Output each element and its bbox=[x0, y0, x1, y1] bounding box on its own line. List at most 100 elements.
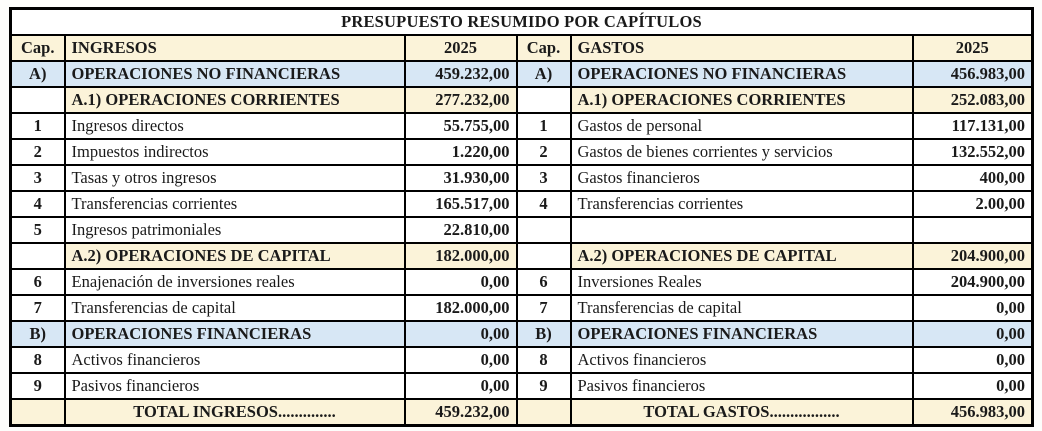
right-value-cell: 132.552,00 bbox=[911, 138, 1034, 166]
left-value-cell: 182.000,00 bbox=[403, 242, 518, 270]
right-cap-cell bbox=[515, 398, 572, 427]
left-value-cell: 165.517,00 bbox=[403, 190, 518, 218]
left-value-cell: 459.232,00 bbox=[403, 398, 518, 427]
table-row-detail: 8 Activos financieros 0,00 8 Activos financi… bbox=[9, 346, 1034, 374]
left-label-cell: Ingresos directos bbox=[63, 112, 406, 140]
left-cap-cell: 9 bbox=[9, 372, 66, 400]
right-value-cell: 0,00 bbox=[911, 372, 1034, 400]
left-value-cell: 182.000,00 bbox=[403, 294, 518, 322]
left-label-cell: OPERACIONES FINANCIERAS bbox=[63, 320, 406, 348]
right-value-cell: 204.900,00 bbox=[911, 268, 1034, 296]
left-value-cell: 277.232,00 bbox=[403, 86, 518, 114]
left-cap-cell bbox=[9, 398, 66, 427]
left-cap-cell bbox=[9, 242, 66, 270]
right-cap-cell: 2 bbox=[515, 138, 572, 166]
left-value-cell: 0,00 bbox=[403, 320, 518, 348]
left-value-cell: 22.810,00 bbox=[403, 216, 518, 244]
table-row-detail: 1 Ingresos directos 55.755,00 1 Gastos de pe… bbox=[9, 112, 1034, 140]
right-value-cell: 117.131,00 bbox=[911, 112, 1034, 140]
left-cap-cell: 6 bbox=[9, 268, 66, 296]
left-value-cell: 0,00 bbox=[403, 268, 518, 296]
left-label-cell: TOTAL INGRESOS.............. bbox=[63, 398, 406, 427]
right-cap-cell: 1 bbox=[515, 112, 572, 140]
left-cap-cell: 2 bbox=[9, 138, 66, 166]
right-label-cell: OPERACIONES FINANCIERAS bbox=[569, 320, 914, 348]
left-label-cell: Transferencias corrientes bbox=[63, 190, 406, 218]
right-label-cell: Activos financieros bbox=[569, 346, 914, 374]
right-label-cell: Transferencias de capital bbox=[569, 294, 914, 322]
right-label-cell: Gastos de personal bbox=[569, 112, 914, 140]
left-cap-cell: 4 bbox=[9, 190, 66, 218]
left-label-cell: Enajenación de inversiones reales bbox=[63, 268, 406, 296]
right-cap-cell: 3 bbox=[515, 164, 572, 192]
header-cap-right: Cap. bbox=[515, 34, 572, 62]
right-cap-cell bbox=[515, 216, 572, 244]
left-label-cell: Pasivos financieros bbox=[63, 372, 406, 400]
right-cap-cell: 6 bbox=[515, 268, 572, 296]
right-label-cell: A.1) OPERACIONES CORRIENTES bbox=[569, 86, 914, 114]
header-year-left: 2025 bbox=[403, 34, 518, 62]
left-cap-cell: A) bbox=[9, 60, 66, 88]
table-row-total: TOTAL INGRESOS.............. 459.232,00 TO… bbox=[9, 398, 1034, 427]
table-row-subgroup: A.1) OPERACIONES CORRIENTES 277.232,00 A.1… bbox=[9, 86, 1034, 114]
right-cap-cell bbox=[515, 242, 572, 270]
right-value-cell: 456.983,00 bbox=[911, 60, 1034, 88]
table-row-detail: 5 Ingresos patrimoniales 22.810,00 bbox=[9, 216, 1034, 244]
left-label-cell: Transferencias de capital bbox=[63, 294, 406, 322]
table-row-detail: 7 Transferencias de capital 182.000,00 7 Tra… bbox=[9, 294, 1034, 322]
left-cap-cell: 3 bbox=[9, 164, 66, 192]
left-label-cell: Activos financieros bbox=[63, 346, 406, 374]
right-value-cell: 0,00 bbox=[911, 294, 1034, 322]
left-value-cell: 55.755,00 bbox=[403, 112, 518, 140]
right-cap-cell: B) bbox=[515, 320, 572, 348]
right-cap-cell: 7 bbox=[515, 294, 572, 322]
header-cap-left: Cap. bbox=[9, 34, 66, 62]
table-row-detail: 4 Transferencias corrientes 165.517,00 4 Tra… bbox=[9, 190, 1034, 218]
left-cap-cell: 8 bbox=[9, 346, 66, 374]
right-value-cell: 456.983,00 bbox=[911, 398, 1034, 427]
table-row-subgroup: A.2) OPERACIONES DE CAPITAL 182.000,00 A.2… bbox=[9, 242, 1034, 270]
table-row-detail: 2 Impuestos indirectos 1.220,00 2 Gastos de … bbox=[9, 138, 1034, 166]
left-cap-cell: 1 bbox=[9, 112, 66, 140]
left-value-cell: 0,00 bbox=[403, 346, 518, 374]
left-value-cell: 0,00 bbox=[403, 372, 518, 400]
right-cap-cell: 8 bbox=[515, 346, 572, 374]
budget-table: PRESUPUESTO RESUMIDO POR CAPÍTULOS Cap. … bbox=[9, 7, 1034, 427]
right-label-cell: TOTAL GASTOS................. bbox=[569, 398, 914, 427]
left-cap-cell: 5 bbox=[9, 216, 66, 244]
left-cap-cell: 7 bbox=[9, 294, 66, 322]
left-label-cell: Impuestos indirectos bbox=[63, 138, 406, 166]
table-row-detail: 6 Enajenación de inversiones reales 0,00 6 I… bbox=[9, 268, 1034, 296]
left-value-cell: 459.232,00 bbox=[403, 60, 518, 88]
header-year-right: 2025 bbox=[911, 34, 1034, 62]
left-label-cell: OPERACIONES NO FINANCIERAS bbox=[63, 60, 406, 88]
right-label-cell: A.2) OPERACIONES DE CAPITAL bbox=[569, 242, 914, 270]
left-label-cell: A.1) OPERACIONES CORRIENTES bbox=[63, 86, 406, 114]
budget-table-body: PRESUPUESTO RESUMIDO POR CAPÍTULOS Cap. … bbox=[9, 7, 1034, 427]
table-row-detail: 3 Tasas y otros ingresos 31.930,00 3 Gastos … bbox=[9, 164, 1034, 192]
left-label-cell: Tasas y otros ingresos bbox=[63, 164, 406, 192]
right-cap-cell: 9 bbox=[515, 372, 572, 400]
right-label-cell: Pasivos financieros bbox=[569, 372, 914, 400]
left-cap-cell: B) bbox=[9, 320, 66, 348]
title-row: PRESUPUESTO RESUMIDO POR CAPÍTULOS bbox=[9, 7, 1034, 36]
right-value-cell bbox=[911, 216, 1034, 244]
right-value-cell: 2.00,00 bbox=[911, 190, 1034, 218]
right-label-cell: Transferencias corrientes bbox=[569, 190, 914, 218]
right-label-cell bbox=[569, 216, 914, 244]
table-row-group: A) OPERACIONES NO FINANCIERAS 459.232,00 A)… bbox=[9, 60, 1034, 88]
column-header-row: Cap. INGRESOS 2025 Cap. GASTOS 2025 bbox=[9, 34, 1034, 62]
header-ingresos: INGRESOS bbox=[63, 34, 406, 62]
header-gastos: GASTOS bbox=[569, 34, 914, 62]
right-label-cell: OPERACIONES NO FINANCIERAS bbox=[569, 60, 914, 88]
page-title: PRESUPUESTO RESUMIDO POR CAPÍTULOS bbox=[9, 7, 1034, 36]
table-row-detail: 9 Pasivos financieros 0,00 9 Pasivos financi… bbox=[9, 372, 1034, 400]
right-label-cell: Inversiones Reales bbox=[569, 268, 914, 296]
left-label-cell: Ingresos patrimoniales bbox=[63, 216, 406, 244]
right-label-cell: Gastos financieros bbox=[569, 164, 914, 192]
right-value-cell: 252.083,00 bbox=[911, 86, 1034, 114]
right-cap-cell: 4 bbox=[515, 190, 572, 218]
left-value-cell: 1.220,00 bbox=[403, 138, 518, 166]
right-label-cell: Gastos de bienes corrientes y servicios bbox=[569, 138, 914, 166]
